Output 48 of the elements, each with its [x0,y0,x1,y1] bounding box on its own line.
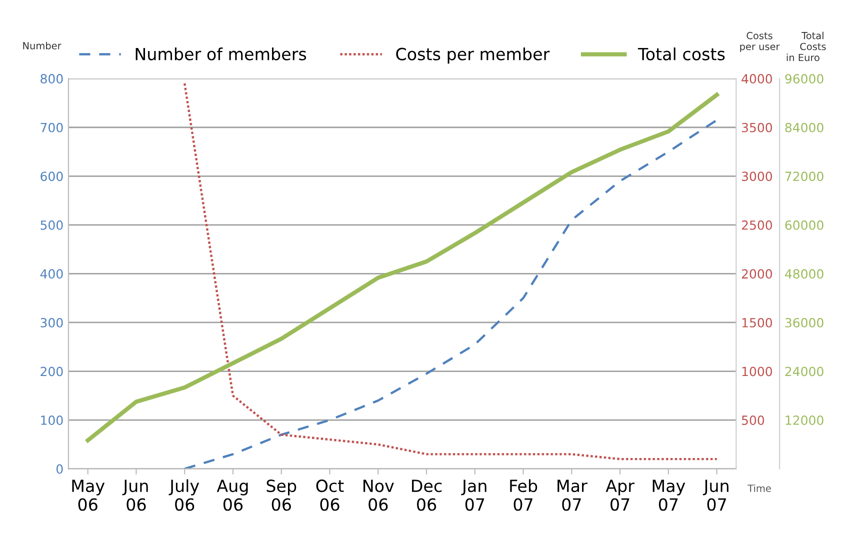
y-tick-label: 600 [40,172,63,182]
y2-axis-title: Costs per user [740,32,780,52]
y-tick-label: 200 [40,366,63,376]
x-tick-label: Feb 07 [510,479,538,511]
x-tick-label: July 06 [168,479,200,511]
y-tick-label: 100 [41,416,63,425]
y3-tick-label: 84000 [785,122,824,132]
x-tick-label: May 07 [652,480,686,511]
y3-tick-label: 36000 [785,318,824,328]
y2-tick-label: 4000 [742,74,772,84]
legend-label: Total costs [638,47,725,60]
x-axis-title: Time [748,484,771,492]
y3-tick-label: 48000 [785,269,824,279]
x-tick-label: Aug 06 [216,480,248,511]
x-tick-label: Jun 07 [702,480,728,511]
x-tick-label: Apr 07 [606,480,634,511]
x-tick-label: Oct 06 [316,480,344,511]
legend-label: Number of members [136,47,306,60]
legend-label: Costs per member [396,47,550,64]
x-tick-label: Dec 06 [412,480,442,511]
y3-tick-label: 60000 [785,220,824,230]
y-tick-label: 0 [56,464,63,474]
text: in Euro [786,54,820,62]
y3-axis-title: Total Costs [800,32,826,50]
y2-tick-label: 3000 [742,172,772,182]
y-tick-label: 500 [40,220,63,230]
y3-tick-label: 72000 [785,172,824,182]
y-tick-label: 400 [40,269,63,279]
x-tick-label: Sep 06 [266,480,296,511]
x-tick-label: Jun 06 [122,480,148,511]
y3-tick-label: 96000 [785,74,824,84]
y2-tick-label: 2000 [742,269,772,279]
y3-tick-label: 12000 [786,416,824,425]
y3-tick-label: 24000 [785,366,824,376]
y2-tick-label: 3500 [742,122,772,132]
y2-tick-label: 500 [742,416,764,425]
y-tick-label: 700 [40,122,63,132]
y2-tick-label: 1000 [742,366,772,376]
line-series [86,92,719,442]
x-tick-label: Nov 06 [364,480,394,511]
y2-tick-label: 1500 [742,318,772,328]
x-tick-label: May 06 [72,480,105,511]
x-tick-label: Mar 07 [558,480,588,511]
y-axis-title: Number [23,42,62,50]
y-tick-label: 800 [40,74,63,84]
y-tick-label: 300 [40,318,63,328]
y2-tick-label: 2500 [742,220,772,230]
x-tick-label: Jan 07 [461,480,486,511]
